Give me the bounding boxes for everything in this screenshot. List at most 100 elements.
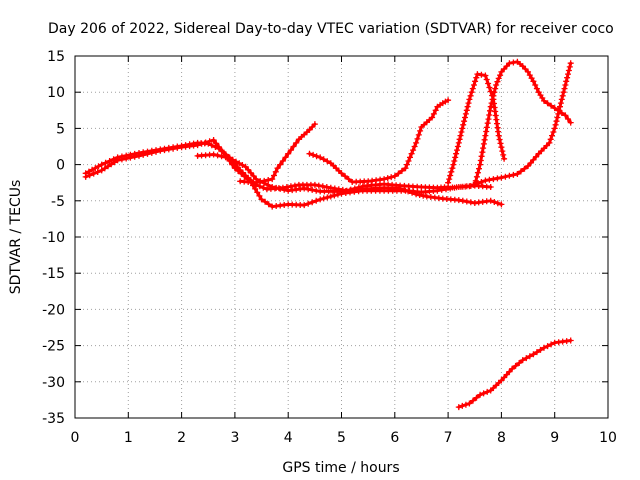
data-point-marker [466,183,473,190]
data-point-marker [452,154,459,161]
data-point-marker [282,154,289,161]
data-point-marker [470,181,477,188]
data-point-marker [562,112,569,119]
data-point-marker [95,163,102,170]
data-point-marker [287,183,294,190]
data-point-marker [235,168,242,174]
data-point-marker [111,159,118,166]
data-point-marker [238,170,245,177]
data-point-marker [486,84,493,91]
data-point-marker [523,355,530,362]
data-point-marker [473,173,480,180]
data-point-marker [398,167,405,174]
data-point-marker [489,96,496,103]
data-point-marker [449,165,456,172]
data-point-marker [226,155,233,162]
data-point-marker [305,200,312,207]
data-point-marker [478,153,485,160]
data-point-marker [525,163,531,169]
data-point-marker [215,143,222,150]
data-point-marker [521,165,528,172]
data-point-marker [502,173,509,180]
data-series-layer [82,58,574,411]
data-point-marker [497,140,504,147]
data-point-marker [309,124,316,130]
data-point-marker [210,137,217,143]
data-point-marker [498,174,505,181]
x-tick-label: 5 [337,430,346,446]
data-point-marker [501,155,508,162]
data-point-marker [560,89,567,96]
data-point-marker [198,140,205,147]
data-point-marker [467,92,474,99]
data-point-marker [516,360,523,366]
data-point-marker [405,188,412,195]
data-point-marker [239,162,246,168]
data-point-marker [565,71,571,78]
data-point-marker [313,197,320,204]
data-point-marker [456,136,463,143]
data-point-marker [482,72,489,79]
data-point-marker [486,112,493,118]
data-point-marker [554,114,561,121]
data-point-marker [331,192,338,199]
data-point-marker [506,60,513,67]
y-tick-label: -10 [42,230,65,246]
data-point-marker [555,110,562,117]
data-point-marker [236,160,243,167]
y-tick-label: 15 [47,49,65,65]
data-point-marker [459,402,466,409]
data-point-marker [484,120,491,127]
data-point-marker [82,173,89,180]
data-point-marker [480,140,487,147]
data-point-marker [463,107,470,114]
data-point-marker [409,189,416,196]
data-point-marker [454,143,461,150]
data-point-marker [455,404,462,411]
x-tick-label: 3 [230,430,239,446]
data-point-marker [544,100,551,107]
data-point-marker [541,145,547,152]
data-point-marker [114,157,121,164]
data-point-marker [404,161,410,168]
data-point-marker [490,92,497,99]
data-point-marker [544,343,551,350]
data-point-marker [105,163,111,170]
data-point-marker [434,187,441,194]
data-point-marker [487,197,494,204]
data-point-marker [533,85,540,92]
data-point-marker [305,186,312,193]
series-track-7 [471,58,574,188]
data-point-marker [319,183,326,190]
data-point-marker [503,371,510,378]
data-point-marker [477,161,484,168]
data-point-marker [558,96,565,103]
data-point-marker [258,196,265,203]
data-point-marker [402,165,409,172]
data-point-marker [480,145,487,152]
data-point-marker [566,63,573,70]
data-point-marker [123,155,130,162]
data-point-marker [417,127,424,134]
data-point-marker [553,118,560,125]
data-point-marker [273,184,280,191]
data-point-marker [317,154,324,161]
data-point-marker [397,185,404,192]
data-point-marker [148,149,155,156]
data-point-marker [535,150,542,157]
data-point-marker [526,353,533,360]
data-point-marker [269,176,276,183]
data-point-marker [277,185,284,192]
data-point-marker [338,170,345,177]
data-point-marker [306,126,313,133]
data-point-marker [414,135,421,142]
data-point-marker [490,176,497,183]
data-point-marker [309,186,316,193]
data-point-marker [519,357,526,364]
data-point-marker [407,154,413,161]
x-tick-label: 1 [124,430,133,446]
data-point-marker [473,394,480,401]
data-point-marker [551,125,558,132]
data-point-marker [497,72,504,79]
data-point-marker [144,150,151,157]
